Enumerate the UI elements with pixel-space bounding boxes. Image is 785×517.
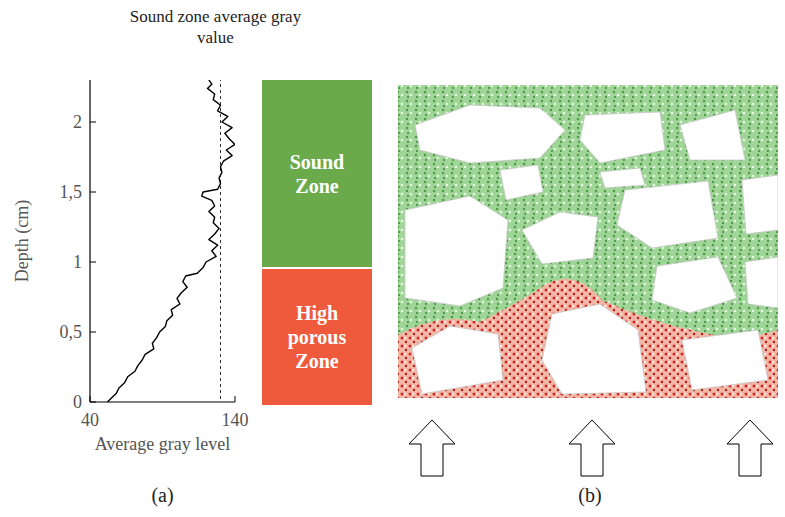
aggregate [652,257,737,313]
aggregate [617,181,718,248]
x-tick-label: 140 [222,410,249,430]
y-tick [90,402,96,403]
aggregate [415,105,565,163]
x-axis-title: Average gray level [95,434,231,454]
micrograph [398,85,778,398]
x-axis [90,401,235,402]
x-tick [235,396,236,402]
zone-label: SoundZone [290,151,345,197]
y-tick-label: 1 [73,252,82,272]
aggregate [745,257,778,308]
y-tick-label: 1,5 [60,182,83,202]
zone-label: HighporousZone [288,302,347,372]
y-tick [90,262,96,263]
aggregate [600,168,645,188]
x-tick-label: 40 [81,410,99,430]
zone-label-line: Zone [295,350,338,372]
aggregate [542,304,646,394]
zone-block [262,269,372,405]
panel-label: (b) [578,484,601,507]
annotation-line [220,80,221,402]
aggregate [500,165,543,200]
aggregate [680,110,745,160]
zone-label-line: Zone [295,175,338,197]
zone-block [262,80,372,267]
aggregate [682,330,768,390]
annotation-line-text: Sound zone average gray [130,7,302,26]
gray-level-line [107,80,235,402]
annotation-line-text: value [197,28,234,47]
y-tick [90,332,96,333]
figure: 0 0,5 1 1,5 2 40 140 Average gray level Depth (c… [0,0,785,517]
panel-label: (a) [151,484,173,507]
zone-label-line: Sound [290,151,345,173]
aggregate [522,212,598,264]
y-axis-title: Depth (cm) [12,200,33,282]
aggregate [405,196,508,306]
y-tick [90,192,96,193]
zone-label-line: porous [288,326,347,349]
y-tick [90,122,96,123]
aggregate [412,326,503,394]
aggregate [742,175,778,234]
arrow [727,420,773,476]
x-tick [90,396,91,402]
y-axis [89,80,90,402]
aggregate [580,112,665,163]
arrow [409,420,455,476]
zone-label-line: High [296,302,338,325]
annotation-text: Sound zone average gray value [130,7,302,47]
plot-area [107,80,235,402]
y-tick-label: 2 [73,112,82,132]
y-tick-label: 0,5 [60,322,83,342]
sound-matrix [398,85,778,398]
arrow [569,420,615,476]
y-tick-label: 0 [73,392,82,412]
